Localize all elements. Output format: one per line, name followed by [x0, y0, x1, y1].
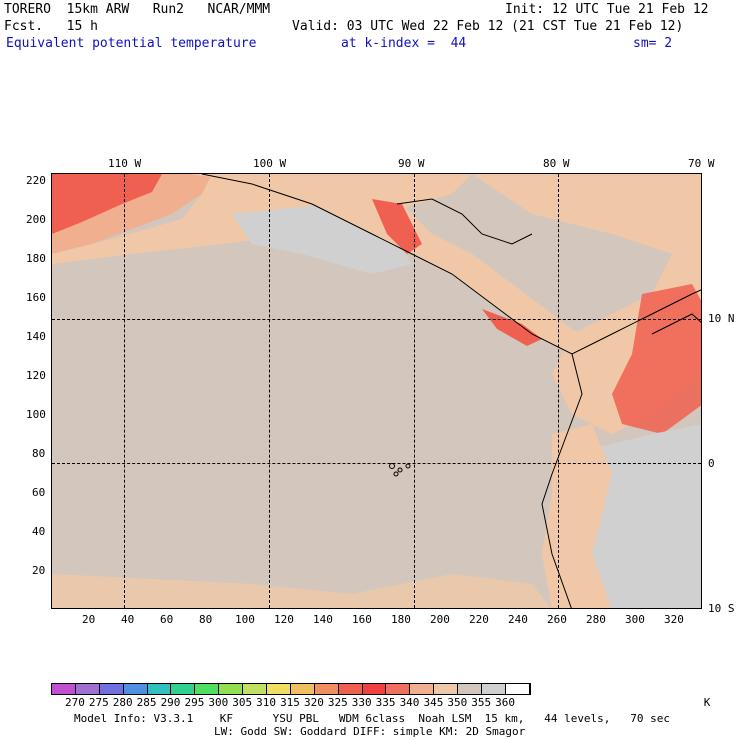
y-tick: 160: [26, 291, 46, 304]
forecast-hour: Fcst. 15 h: [4, 19, 98, 34]
lon-label-90w: 90 W: [398, 157, 425, 170]
lon-label-110w: 110 W: [108, 157, 142, 170]
model-title: TORERO 15km ARW Run2 NCAR/MMM: [4, 2, 271, 17]
parallel-equator: [52, 463, 701, 464]
colorbar-swatch: [219, 684, 244, 694]
colorbar-swatch: [338, 684, 363, 694]
x-tick: 40: [121, 613, 135, 626]
colorbar-unit: K: [703, 696, 711, 709]
y-tick: 180: [26, 252, 46, 265]
colorbar-swatch: [267, 684, 291, 694]
x-tick: 20: [82, 613, 96, 626]
physics-info: LW: Godd SW: Goddard DIFF: simple KM: 2D…: [214, 725, 526, 738]
y-tick: 40: [32, 525, 46, 538]
colorbar-label: 285: [136, 696, 157, 709]
colorbar-label: 345: [423, 696, 444, 709]
colorbar-label: 290: [160, 696, 181, 709]
meridian-100w: [269, 174, 270, 608]
colorbar-swatch: [314, 684, 339, 694]
init-time: Init: 12 UTC Tue 21 Feb 12: [505, 2, 709, 17]
x-tick: 120: [274, 613, 294, 626]
k-index: at k-index = 44: [341, 36, 467, 51]
x-tick: 140: [313, 613, 333, 626]
colorbar-swatch: [99, 684, 124, 694]
colorbar-label: 330: [351, 696, 372, 709]
colorbar-swatch: [243, 684, 268, 694]
lat-label-10n: 10 N: [708, 312, 735, 325]
colorbar-swatch: [147, 684, 172, 694]
colorbar-label: 310: [256, 696, 277, 709]
x-tick: 160: [352, 613, 372, 626]
colorbar-label: 355: [471, 696, 492, 709]
y-tick: 120: [26, 369, 46, 382]
lat-label-10s: 10 S: [708, 602, 735, 615]
colorbar: [51, 683, 531, 695]
colorbar-label: 305: [232, 696, 253, 709]
parallel-10n: [52, 319, 701, 320]
colorbar-swatch: [505, 684, 530, 694]
smoothing: sm= 2: [633, 36, 673, 51]
x-tick: 100: [235, 613, 255, 626]
colorbar-label: 270: [64, 696, 85, 709]
colorbar-label: 300: [208, 696, 229, 709]
colorbar-swatch: [458, 684, 483, 694]
x-tick: 220: [469, 613, 489, 626]
colorbar-label: 280: [112, 696, 133, 709]
y-tick: 140: [26, 330, 46, 343]
valid-time: Valid: 03 UTC Wed 22 Feb 12 (21 CST Tue …: [292, 19, 684, 34]
field-shading: [52, 174, 701, 608]
x-tick: 320: [664, 613, 684, 626]
y-tick: 80: [32, 447, 46, 460]
x-tick: 180: [391, 613, 411, 626]
lon-label-80w: 80 W: [543, 157, 570, 170]
colorbar-swatch: [434, 684, 459, 694]
x-tick: 80: [199, 613, 213, 626]
x-tick: 300: [625, 613, 645, 626]
y-tick: 100: [26, 408, 46, 421]
colorbar-label: 325: [327, 696, 348, 709]
colorbar-swatch: [362, 684, 387, 694]
x-tick: 200: [430, 613, 450, 626]
lon-label-70w: 70 W: [688, 157, 715, 170]
meridian-110w: [124, 174, 125, 608]
colorbar-label: 360: [495, 696, 516, 709]
colorbar-swatch: [75, 684, 100, 694]
colorbar-swatch: [195, 684, 220, 694]
meridian-80w: [558, 174, 559, 608]
meridian-90w: [414, 174, 415, 608]
theta-e-map: [51, 173, 702, 609]
colorbar-label: 350: [447, 696, 468, 709]
model-info: Model Info: V3.3.1 KF YSU PBL WDM 6class…: [74, 712, 671, 725]
lon-label-100w: 100 W: [253, 157, 287, 170]
colorbar-label: 335: [375, 696, 396, 709]
colorbar-label: 315: [280, 696, 300, 709]
x-tick: 260: [547, 613, 567, 626]
colorbar-label: 340: [399, 696, 420, 709]
colorbar-label: 320: [303, 696, 324, 709]
colorbar-swatch: [410, 684, 435, 694]
y-tick: 220: [26, 174, 46, 187]
y-tick: 20: [32, 564, 46, 577]
colorbar-label: 275: [88, 696, 109, 709]
x-tick: 240: [508, 613, 528, 626]
x-tick: 280: [586, 613, 606, 626]
colorbar-swatch: [386, 684, 411, 694]
y-tick: 200: [26, 213, 46, 226]
lat-label-0: 0: [708, 457, 715, 470]
y-tick: 60: [32, 486, 46, 499]
colorbar-swatch: [482, 684, 506, 694]
colorbar-label: 295: [184, 696, 205, 709]
colorbar-swatch: [290, 684, 315, 694]
colorbar-swatch: [123, 684, 148, 694]
field-name: Equivalent potential temperature: [6, 36, 257, 51]
x-tick: 60: [160, 613, 174, 626]
colorbar-swatch: [171, 684, 196, 694]
colorbar-swatch: [52, 684, 76, 694]
